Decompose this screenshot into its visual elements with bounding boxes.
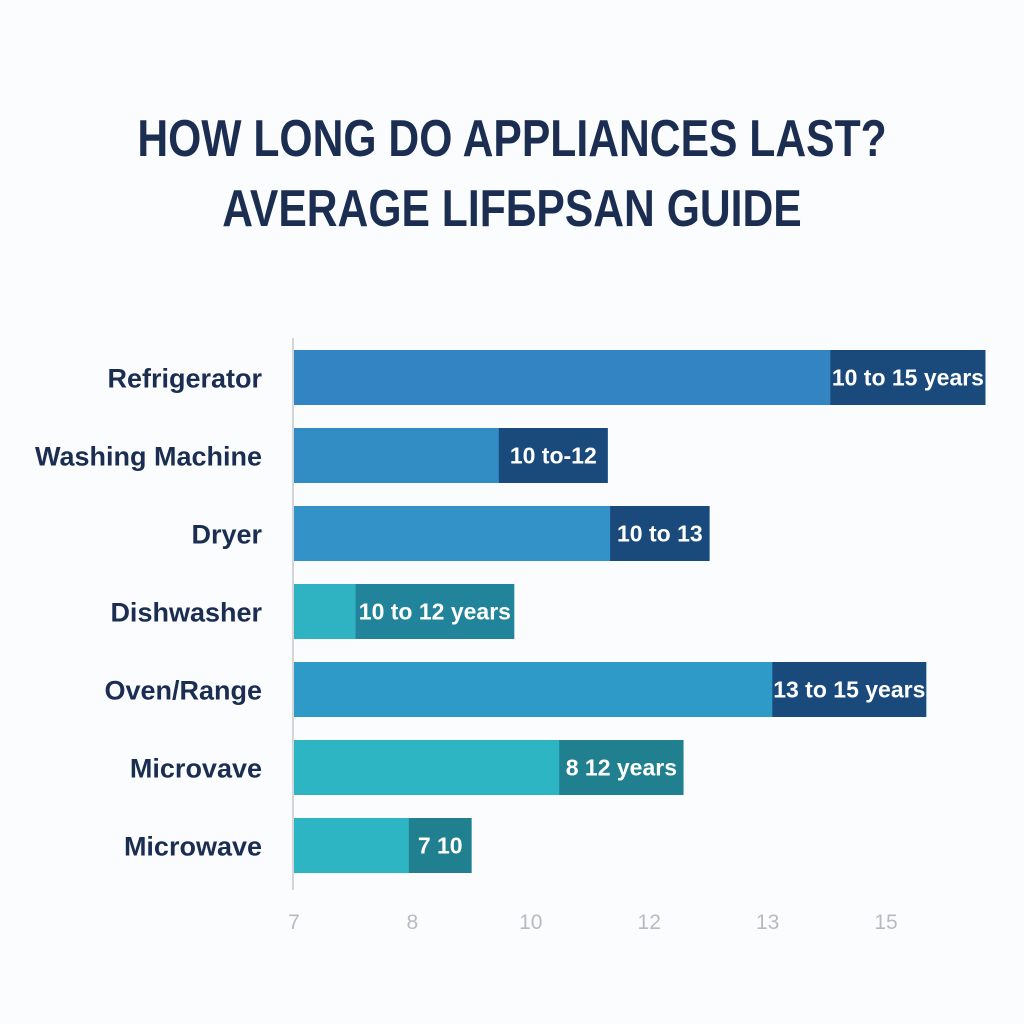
bar-data-label: 10 to-12: [510, 443, 597, 469]
x-tick-label: 12: [638, 911, 661, 934]
bar-label-segment: [772, 662, 927, 717]
category-label: Refrigerator: [107, 364, 262, 394]
bar-group: Microvave 8 12 years: [130, 740, 684, 795]
category-label: Microvave: [130, 754, 262, 784]
bar-label-segment: [559, 740, 684, 795]
bar-group: Dishwasher 10 to 12 years: [110, 584, 515, 639]
bar-data-label: 7 10: [418, 833, 463, 859]
x-tick-label: 8: [407, 911, 419, 934]
bar-label-segment: [355, 584, 515, 639]
chart-title: HOW LONG DO APPLIANCES LAST?: [137, 110, 887, 168]
category-label: Dishwasher: [110, 598, 262, 628]
bar-group: Microwave 7 10: [124, 818, 472, 873]
bar-group: Oven/Range 13 to 15 years: [104, 662, 927, 717]
bars-layer: Refrigerator 10 to 15 years Washing Machin…: [35, 350, 986, 873]
bar-data-label: 10 to 12 years: [359, 599, 511, 625]
x-tick-label: 15: [874, 911, 897, 934]
x-tick-label: 7: [288, 911, 300, 934]
chart-subtitle: AVERAGE LIFБPSAN GUIDE: [222, 180, 802, 238]
bar-label-segment: [408, 818, 472, 873]
category-label: Oven/Range: [104, 676, 262, 706]
bar-group: Washing Machine 10 to-12: [35, 428, 608, 483]
bar-label-segment: [610, 506, 710, 561]
bar-data-label: 13 to 15 years: [773, 677, 925, 703]
bar-data-label: 10 to 13: [617, 521, 703, 547]
bar-data-label: 10 to 15 years: [832, 365, 984, 391]
category-label: Washing Machine: [35, 442, 262, 472]
x-axis-ticks: 7 8 10 12 13 15: [288, 911, 898, 934]
bar-data-label: 8 12 years: [566, 755, 677, 781]
category-label: Dryer: [191, 520, 262, 550]
x-tick-label: 10: [519, 911, 542, 934]
bar-label-segment: [498, 428, 608, 483]
bar-label-segment: [830, 350, 986, 405]
bar-group: Refrigerator 10 to 15 years: [107, 350, 986, 405]
bar-group: Dryer 10 to 13: [191, 506, 710, 561]
category-label: Microwave: [124, 832, 262, 862]
x-tick-label: 13: [756, 911, 779, 934]
